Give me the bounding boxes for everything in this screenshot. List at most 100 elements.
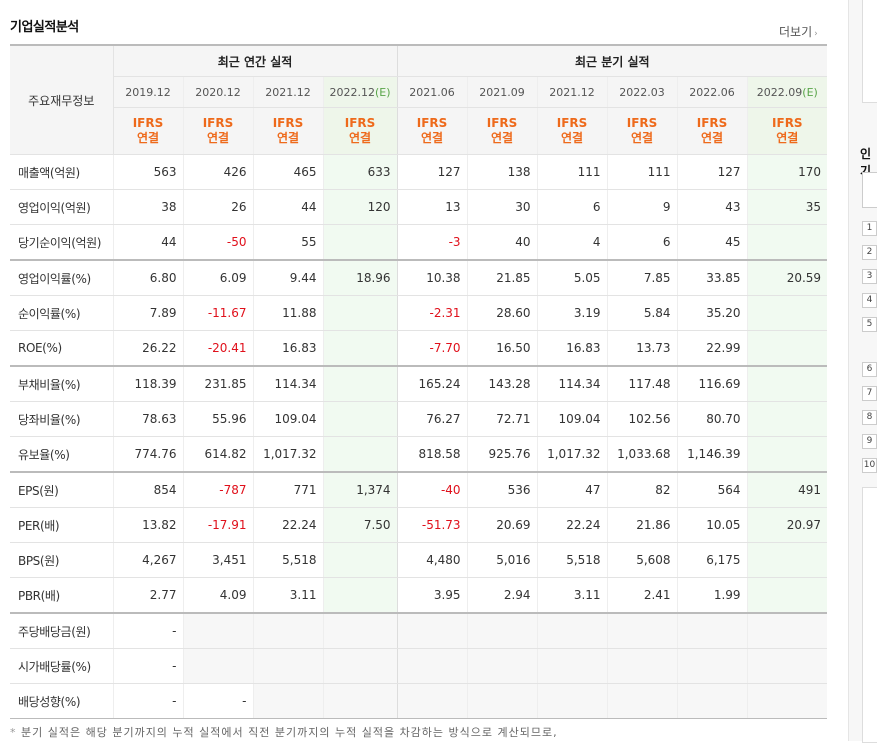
- table-cell: [322, 436, 398, 473]
- ifrs-header: IFRS 연결: [112, 107, 183, 155]
- table-cell: [322, 612, 398, 649]
- table-cell: 114.34: [536, 365, 608, 402]
- rank-number: 8: [862, 410, 877, 425]
- table-cell: -17.91: [182, 507, 253, 543]
- period-label: 2021.12: [549, 85, 595, 99]
- footnote: * 분기 실적은 해당 분기까지의 누적 실적에서 직전 분기까지의 누적 실적…: [10, 724, 558, 740]
- table-cell: [746, 365, 828, 402]
- table-cell: 20.69: [466, 507, 538, 543]
- financial-table: 주요재무정보 최근 연간 실적 최근 분기 실적 2019.12 2020.12 2021…: [10, 44, 828, 719]
- table-cell: 35: [746, 189, 828, 225]
- table-cell: 22.24: [252, 507, 323, 543]
- table-cell: 491: [746, 471, 828, 508]
- table-row: ROE(%) 26.22 -20.41 16.83 -7.70 16.50 16.83 13.…: [10, 330, 828, 367]
- period-header: 2022.12(E): [322, 76, 398, 108]
- table-row: 시가배당률(%) -: [10, 648, 828, 684]
- ifrs-header: IFRS 연결: [396, 107, 468, 155]
- table-cell: 1.99: [676, 577, 748, 614]
- table-cell: 16.50: [466, 330, 538, 367]
- consolidated-label: 연결: [491, 131, 514, 145]
- table-cell: 102.56: [606, 401, 678, 437]
- ifrs-label: IFRS: [486, 116, 518, 130]
- table-cell: 563: [112, 154, 183, 190]
- sidebar-box-lower: [862, 487, 877, 743]
- table-row: 매출액(억원) 563 426 465 633 127 138 111 111 127 170: [10, 154, 828, 190]
- period-label: 2020.12: [195, 85, 241, 99]
- table-cell: 127: [396, 154, 468, 190]
- period-label: 2021.06: [409, 85, 455, 99]
- table-cell: -2.31: [396, 295, 468, 331]
- table-cell: 6,175: [676, 542, 748, 578]
- table-cell: 771: [252, 471, 323, 508]
- table-cell: 22.99: [676, 330, 748, 367]
- table-cell: -787: [182, 471, 253, 508]
- table-cell: -: [112, 648, 183, 684]
- table-cell: 633: [322, 154, 398, 190]
- table-cell: [746, 577, 828, 614]
- period-label: 2022.12: [329, 85, 376, 99]
- sidebar-search-box[interactable]: [862, 172, 877, 208]
- ifrs-label: IFRS: [556, 116, 588, 130]
- table-cell: 10.38: [396, 259, 468, 296]
- period-label: 2021.12: [265, 85, 311, 99]
- table-cell: 13: [396, 189, 468, 225]
- period-header: 2021.12: [252, 76, 323, 108]
- table-cell: 47: [536, 471, 608, 508]
- consolidated-label: 연결: [206, 131, 230, 145]
- table-cell: -40: [396, 471, 468, 508]
- table-cell: 138: [466, 154, 538, 190]
- table-cell: 44: [112, 224, 183, 261]
- table-cell: 774.76: [112, 436, 183, 473]
- table-cell: 5,016: [466, 542, 538, 578]
- table-cell: 818.58: [396, 436, 468, 473]
- period-label: 2022.06: [689, 85, 735, 99]
- period-header: 2020.12: [182, 76, 253, 108]
- table-cell: 4: [536, 224, 608, 261]
- table-cell: 43: [676, 189, 748, 225]
- table-cell: -: [112, 683, 183, 719]
- more-link[interactable]: 더보기 ›: [779, 23, 818, 40]
- table-cell: [322, 577, 398, 614]
- ifrs-label: IFRS: [132, 116, 164, 130]
- table-row: 영업이익(억원) 38 26 44 120 13 30 6 9 43 35: [10, 189, 828, 225]
- table-cell: [676, 648, 748, 684]
- table-cell: 9: [606, 189, 678, 225]
- table-cell: 26.22: [112, 330, 183, 367]
- table-cell: 231.85: [182, 365, 253, 402]
- table-cell: 4,267: [112, 542, 183, 578]
- table-row: PER(배) 13.82 -17.91 22.24 7.50 -51.73 20.69 22.…: [10, 507, 828, 543]
- table-row: 순이익률(%) 7.89 -11.67 11.88 -2.31 28.60 3.19 5.84…: [10, 295, 828, 331]
- more-label: 더보기: [779, 25, 813, 39]
- table-cell: 55: [252, 224, 323, 261]
- table-cell: 3.19: [536, 295, 608, 331]
- row-label: 순이익률(%): [10, 295, 113, 331]
- table-cell: 28.60: [466, 295, 538, 331]
- row-label: 유보율(%): [10, 436, 113, 473]
- table-cell: 20.97: [746, 507, 828, 543]
- table-cell: -51.73: [396, 507, 468, 543]
- table-cell: 21.85: [466, 259, 538, 296]
- table-row: 유보율(%) 774.76 614.82 1,017.32 818.58 925.76 1,…: [10, 436, 828, 473]
- table-cell: 26: [182, 189, 253, 225]
- table-cell: 21.86: [606, 507, 678, 543]
- quarter-group-header: 최근 분기 실적: [396, 44, 828, 77]
- table-cell: [322, 295, 398, 331]
- period-label: 2019.12: [125, 85, 171, 99]
- period-header: 2021.12: [536, 76, 608, 108]
- table-cell: 465: [252, 154, 323, 190]
- table-cell: [466, 612, 538, 649]
- table-cell: 13.73: [606, 330, 678, 367]
- table-row: 주당배당금(원) -: [10, 612, 828, 649]
- table-row: 배당성향(%) - -: [10, 683, 828, 719]
- sidebar-box: [862, 0, 877, 103]
- period-label: 2022.09: [756, 85, 803, 99]
- table-cell: 1,017.32: [252, 436, 323, 473]
- table-cell: [396, 612, 468, 649]
- table-row: BPS(원) 4,267 3,451 5,518 4,480 5,016 5,518 5,60…: [10, 542, 828, 578]
- table-cell: 33.85: [676, 259, 748, 296]
- table-cell: 44: [252, 189, 323, 225]
- table-cell: 854: [112, 471, 183, 508]
- table-cell: 16.83: [252, 330, 323, 367]
- consolidated-label: 연결: [421, 131, 444, 145]
- table-cell: 7.85: [606, 259, 678, 296]
